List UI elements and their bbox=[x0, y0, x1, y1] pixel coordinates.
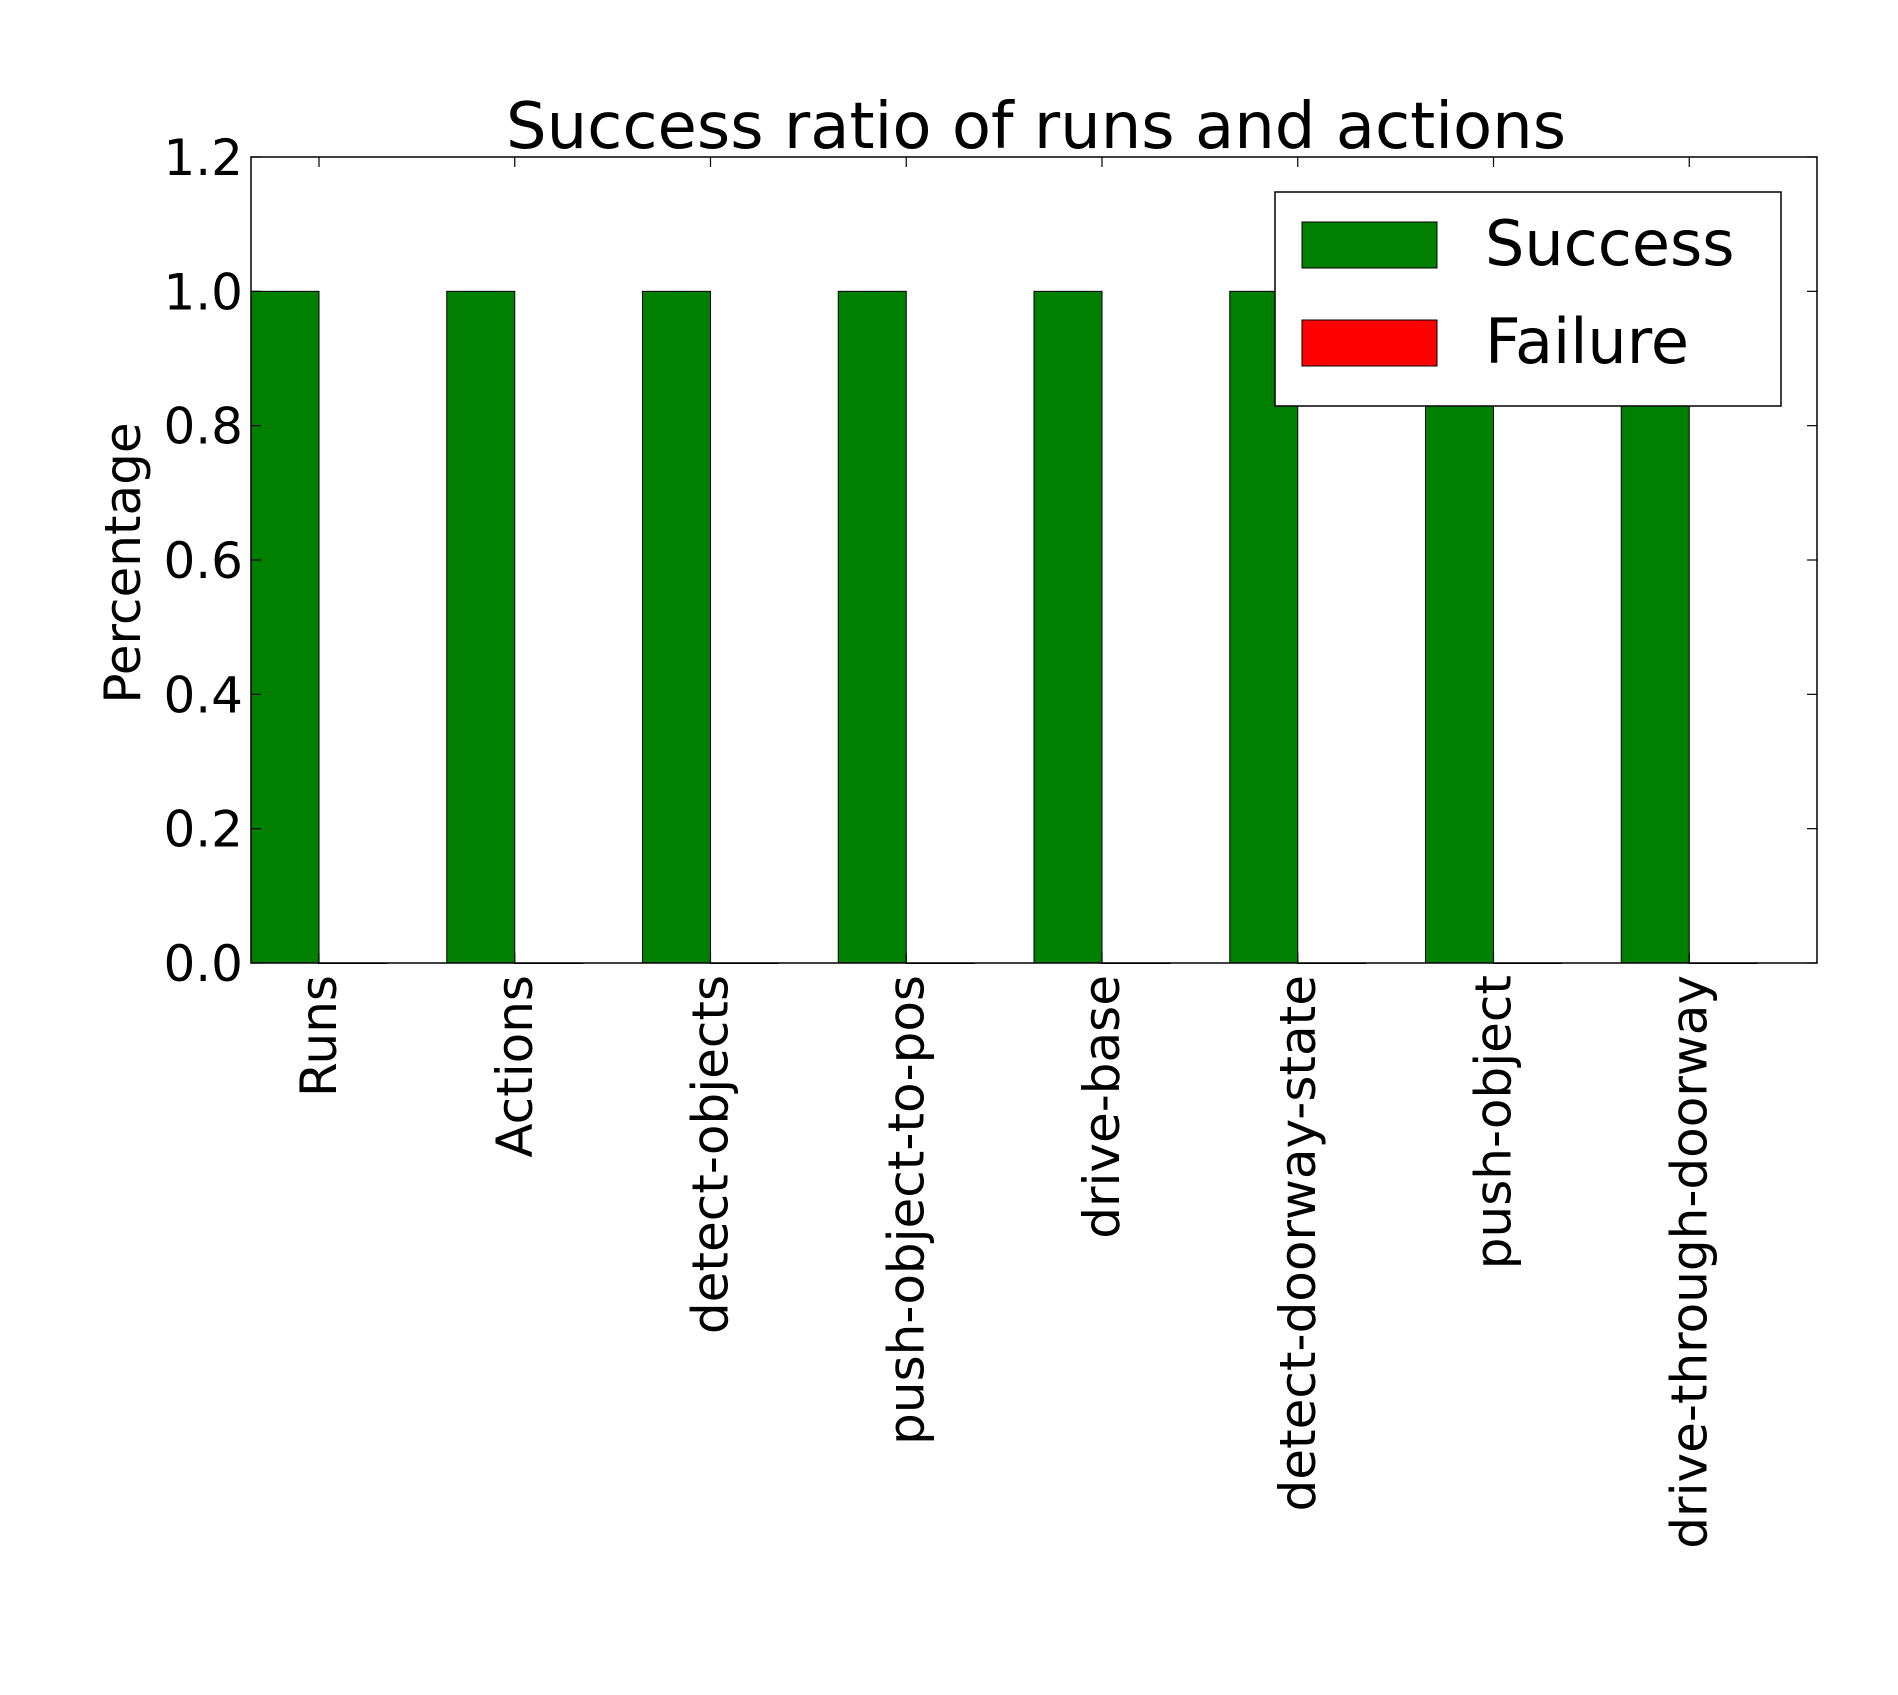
bar-success-1 bbox=[446, 290, 516, 964]
legend-swatch-failure bbox=[1301, 319, 1438, 367]
ytick-label-3: 0.6 bbox=[163, 532, 243, 590]
ytick-label-6: 1.2 bbox=[163, 129, 243, 187]
xtick-label-1: Actions bbox=[486, 975, 544, 1158]
ytick-label-5: 1.0 bbox=[163, 263, 243, 321]
bar-success-0 bbox=[250, 290, 320, 964]
axis-ticks bbox=[251, 156, 1817, 964]
xtick-label-3: push-object-to-pos bbox=[877, 975, 935, 1445]
legend-swatch-success bbox=[1301, 221, 1438, 269]
ytick-label-0: 0.0 bbox=[163, 935, 243, 993]
legend-label-success: Success bbox=[1485, 207, 1735, 280]
legend-label-failure: Failure bbox=[1485, 305, 1689, 378]
xtick-label-4: drive-base bbox=[1073, 975, 1131, 1239]
xtick-label-2: detect-objects bbox=[682, 975, 740, 1334]
ytick-label-2: 0.4 bbox=[163, 666, 243, 724]
bar-success-4 bbox=[1033, 290, 1103, 964]
xtick-label-6: push-object bbox=[1465, 975, 1523, 1269]
xtick-label-0: Runs bbox=[290, 975, 348, 1097]
xtick-label-5: detect-doorway-state bbox=[1269, 975, 1327, 1511]
ytick-label-1: 0.2 bbox=[163, 801, 243, 859]
chart-title: Success ratio of runs and actions bbox=[506, 90, 1566, 164]
bar-success-2 bbox=[642, 290, 711, 964]
legend: Success Failure bbox=[1274, 191, 1782, 407]
ytick-label-4: 0.8 bbox=[163, 398, 243, 456]
x-tick-labels: Runs Actions detect-objects push-object-to-… bbox=[290, 975, 1718, 1549]
y-axis-label: Percentage bbox=[94, 422, 152, 703]
bar-success-3 bbox=[837, 290, 907, 964]
xtick-label-7: drive-through-doorway bbox=[1660, 975, 1718, 1549]
y-tick-labels: 0.0 0.2 0.4 0.6 0.8 1.0 1.2 bbox=[163, 129, 243, 993]
